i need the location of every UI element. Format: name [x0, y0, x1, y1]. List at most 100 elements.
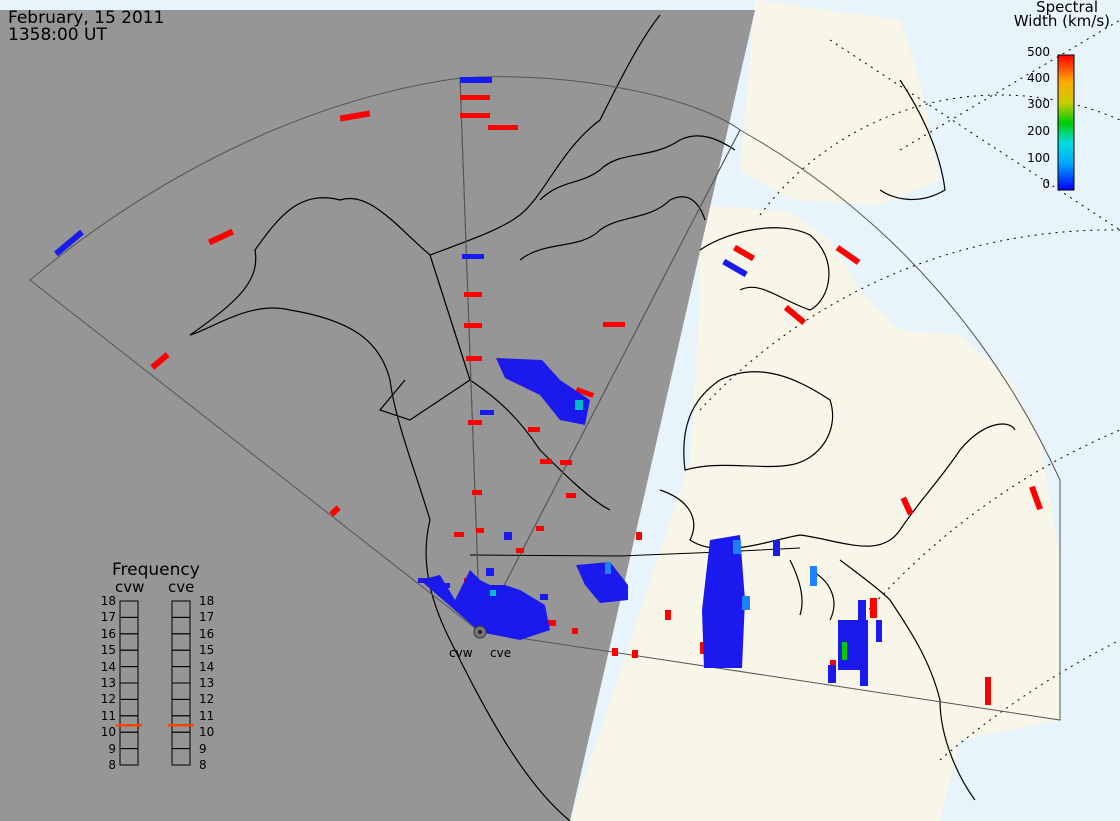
echo-blue — [486, 568, 494, 576]
echo-blue — [418, 578, 432, 583]
echo-red — [466, 356, 482, 361]
frequency-scale-label: 9 — [108, 741, 116, 756]
night-region — [0, 10, 755, 821]
echo-red — [548, 620, 556, 626]
echo-red — [870, 598, 877, 618]
frequency-scale-label: 18 — [100, 594, 116, 608]
frequency-column-cvw: cvw — [115, 578, 145, 596]
legend-tick: 500 — [1027, 45, 1050, 59]
frequency-scale-label: 12 — [199, 692, 215, 707]
echo-red — [575, 387, 595, 398]
frequency-scale-label: 16 — [199, 626, 215, 641]
echo-red — [536, 526, 544, 531]
scatter-blue — [54, 77, 882, 686]
echo-red — [339, 110, 371, 122]
echo-cyan — [490, 590, 496, 596]
frequency-scale-label: 11 — [199, 708, 215, 723]
echo-red — [150, 352, 170, 370]
echo-green — [842, 642, 847, 660]
echo-red — [540, 459, 552, 464]
echo-red — [835, 245, 861, 265]
echo-red — [454, 532, 464, 537]
echo-blue — [540, 594, 548, 600]
frequency-title: Frequency — [112, 560, 200, 580]
frequency-scale-label: 13 — [199, 676, 215, 690]
echo-red — [516, 548, 524, 553]
echo-blue — [504, 532, 512, 540]
borders — [429, 254, 801, 557]
frequency-scale-label: 14 — [100, 659, 116, 674]
scatter-mid — [490, 400, 847, 660]
legend-tick: 100 — [1027, 151, 1050, 165]
echo-blue — [828, 665, 836, 683]
day-land-north — [740, 0, 940, 205]
echo-red — [636, 532, 642, 540]
frequency-scale-label: 12 — [100, 692, 116, 707]
echo-lightblue — [810, 566, 817, 586]
radar-site-center — [478, 630, 482, 634]
echo-red — [468, 420, 482, 425]
echo-red — [1029, 485, 1043, 511]
legend-tick: 300 — [1027, 97, 1050, 111]
echo-red — [460, 113, 490, 118]
radar-label-cve: cve — [490, 646, 512, 660]
echo-red — [560, 460, 572, 465]
frequency-scale-label: 16 — [100, 626, 116, 641]
echo-blue — [54, 229, 84, 257]
echo-red — [732, 244, 756, 262]
frequency-scale-label: 11 — [100, 708, 116, 723]
echo-blue — [722, 258, 748, 278]
legend-tick: 0 — [1042, 177, 1050, 191]
echo-fan-cvw — [420, 570, 550, 640]
frequency-scale-label: 18 — [199, 594, 215, 608]
echo-lightblue — [742, 596, 750, 610]
echo-red — [472, 490, 482, 495]
echo-red — [612, 648, 618, 656]
echo-red — [700, 642, 706, 654]
echo-red — [460, 95, 490, 100]
frequency-scale-label: 15 — [199, 643, 215, 658]
legend-title-line1: Spectral — [1036, 0, 1098, 16]
echo-blue — [858, 600, 866, 620]
time-label: 1358:00 UT — [8, 25, 107, 45]
echo-red — [900, 496, 914, 516]
echo-blue — [438, 583, 450, 588]
echo-lightblue — [605, 562, 611, 574]
legend-tick: 200 — [1027, 124, 1050, 138]
echo-cluster — [576, 562, 628, 603]
echo-blue — [480, 410, 494, 415]
echo-lightblue — [733, 540, 741, 554]
echo-red — [464, 323, 482, 328]
echo-blue — [876, 620, 882, 642]
frequency-scale-label: 17 — [100, 610, 116, 625]
frequency-cell — [119, 748, 139, 766]
echo-cluster — [702, 535, 745, 668]
echo-red — [783, 304, 807, 326]
echo-red — [464, 292, 482, 297]
frequency-scale-label: 14 — [199, 659, 215, 674]
echo-red — [566, 493, 576, 498]
echo-blue — [773, 540, 780, 556]
fov-outlines — [29, 76, 1061, 721]
frequency-scale-label: 9 — [199, 741, 207, 756]
echo-red — [985, 677, 991, 705]
date-label: February, 15 2011 — [8, 8, 165, 28]
frequency-scale-label: 8 — [199, 758, 207, 772]
echo-red — [632, 650, 638, 658]
legend-tick: 400 — [1027, 71, 1050, 85]
frequency-scale-label: 13 — [100, 676, 116, 690]
colorbar — [1057, 54, 1075, 191]
echo-red — [476, 528, 484, 533]
echo-red — [207, 228, 235, 246]
frequency-scale-label: 8 — [108, 758, 116, 772]
frequency-scale-label: 10 — [100, 725, 116, 740]
echo-red — [488, 125, 518, 130]
frequency-scale-label: 10 — [199, 725, 215, 740]
echo-cyan — [575, 400, 583, 410]
echo-red — [528, 427, 540, 432]
frequency-column-cve: cve — [168, 578, 195, 596]
frequency-scale-label: 17 — [199, 610, 215, 625]
echo-blue — [860, 668, 868, 686]
